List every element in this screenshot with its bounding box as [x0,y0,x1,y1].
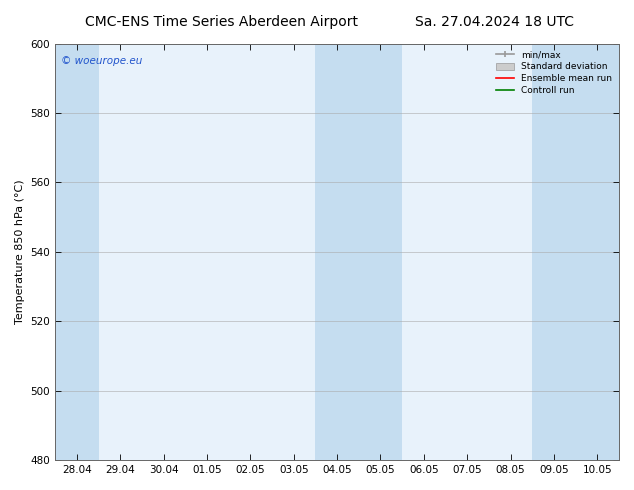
Bar [315,44,402,460]
Text: © woeurope.eu: © woeurope.eu [61,56,142,66]
Legend: min/max, Standard deviation, Ensemble mean run, Controll run: min/max, Standard deviation, Ensemble me… [493,48,614,98]
Y-axis label: Temperature 850 hPa (°C): Temperature 850 hPa (°C) [15,179,25,324]
Text: CMC-ENS Time Series Aberdeen Airport: CMC-ENS Time Series Aberdeen Airport [86,15,358,29]
Bar [533,44,619,460]
Bar [55,44,98,460]
Text: Sa. 27.04.2024 18 UTC: Sa. 27.04.2024 18 UTC [415,15,574,29]
